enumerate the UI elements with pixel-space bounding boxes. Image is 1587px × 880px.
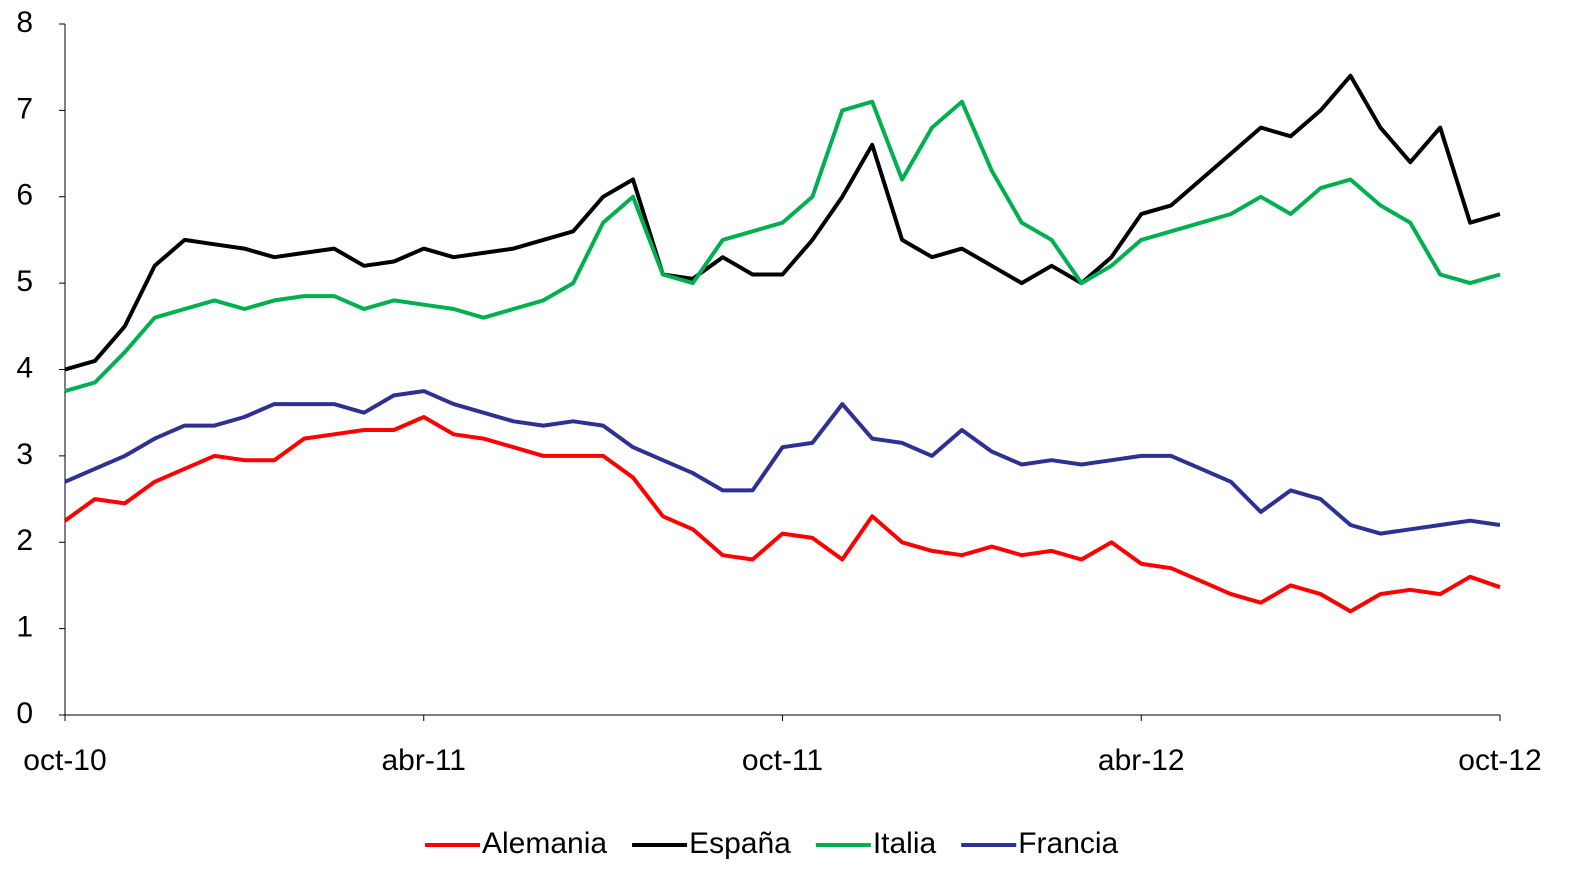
legend-label: Alemania	[482, 827, 607, 860]
x-tick-label: oct-10	[23, 744, 106, 777]
legend-label: España	[689, 827, 791, 860]
y-tick-label: 6	[16, 179, 33, 212]
y-tick-label: 3	[16, 438, 33, 471]
legend-label: Italia	[873, 827, 937, 860]
legend: Alemania España Italia Francia	[425, 827, 1119, 860]
y-tick-label: 4	[16, 351, 33, 384]
x-tick-label: oct-12	[1458, 744, 1541, 777]
x-tick-label: abr-11	[382, 744, 467, 777]
line-series	[64, 99, 1501, 394]
legend-label: Francia	[1018, 827, 1118, 860]
y-tick-label: 8	[16, 6, 33, 39]
line-series	[63, 415, 1501, 614]
x-tick-label: oct-11	[742, 744, 823, 777]
line-series	[64, 73, 1501, 372]
y-tick-label: 2	[16, 524, 33, 557]
y-tick-label: 7	[16, 92, 33, 125]
line-series	[64, 389, 1501, 536]
y-tick-label: 5	[16, 265, 33, 298]
y-tick-label: 0	[16, 697, 33, 730]
x-tick-label: abr-12	[1098, 744, 1185, 777]
y-tick-label: 1	[16, 611, 33, 644]
